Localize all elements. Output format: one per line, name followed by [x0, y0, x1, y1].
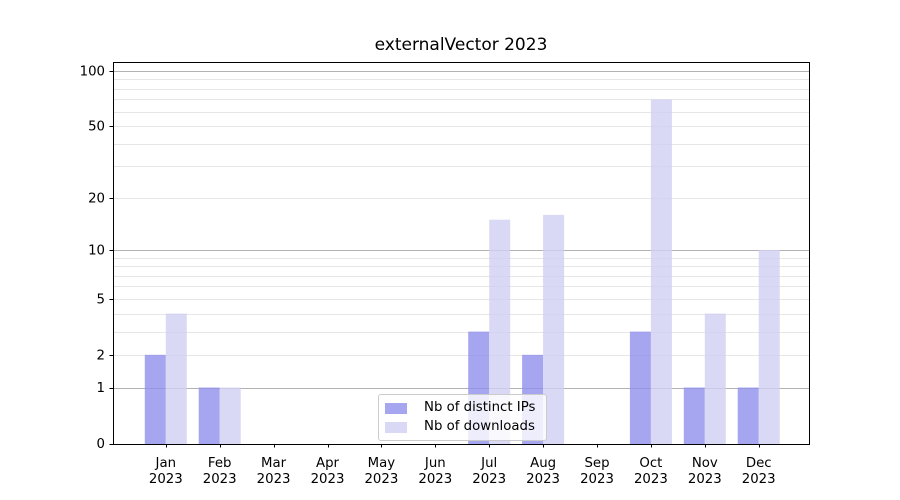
bar-downloads-oct [650, 99, 672, 444]
bar-distinct-ips-dec [737, 387, 759, 444]
chart-title: externalVector 2023 [374, 35, 548, 55]
legend-swatch-distinct-ips [385, 402, 407, 414]
bar-downloads-nov [704, 313, 726, 444]
bar-distinct-ips-oct [629, 331, 651, 444]
y-tick-label: 2 [97, 348, 105, 363]
y-tick-label: 10 [88, 243, 105, 258]
plot-frame [113, 62, 810, 445]
bar-downloads-dec [758, 249, 780, 444]
bars [144, 99, 780, 444]
x-tick-label: Jan 2023 [149, 456, 183, 487]
bar-downloads-jul [489, 219, 511, 444]
x-tick-label: Dec 2023 [742, 456, 776, 487]
gridlines-major [113, 71, 809, 389]
legend-label-distinct-ips: Nb of distinct IPs [424, 400, 536, 415]
legend-swatch-downloads [385, 421, 407, 433]
bar-distinct-ips-nov [683, 387, 705, 444]
bar-downloads-aug [543, 214, 565, 444]
bar-downloads-feb [219, 387, 241, 444]
legend-item-distinct-ips: Nb of distinct IPs [385, 400, 540, 416]
x-tick-label: Aug 2023 [526, 456, 560, 487]
x-tick-label: Jul 2023 [472, 456, 506, 487]
y-tick-label: 100 [80, 64, 105, 79]
tick-marks [109, 71, 760, 448]
bar-downloads-jan [165, 313, 187, 444]
y-tick-labels: 0 1 2 5 10 20 50 100 [80, 64, 105, 452]
x-tick-label: Sep 2023 [580, 456, 614, 487]
x-tick-label: Oct 2023 [634, 456, 668, 487]
bar-distinct-ips-feb [198, 387, 220, 444]
legend-item-downloads: Nb of downloads [385, 419, 540, 435]
legend-label-downloads: Nb of downloads [424, 419, 535, 434]
x-tick-label: Nov 2023 [688, 456, 722, 487]
y-tick-label: 20 [88, 191, 105, 206]
y-tick-label: 1 [97, 381, 105, 396]
axes [113, 62, 810, 445]
x-tick-labels: Jan 2023 Feb 2023 Mar 2023 Apr 2023 May 2023 Jun 20… [149, 456, 776, 487]
y-tick-label: 5 [97, 292, 105, 307]
x-tick-label: Jun 2023 [418, 456, 452, 487]
x-tick-label: May 2023 [364, 456, 398, 487]
y-tick-label: 50 [88, 120, 105, 135]
x-tick-label: Mar 2023 [257, 456, 291, 487]
x-tick-label: Apr 2023 [311, 456, 345, 487]
y-tick-label: 0 [97, 437, 105, 452]
x-tick-label: Feb 2023 [203, 456, 237, 487]
gridlines-minor [113, 79, 809, 356]
legend: Nb of distinct IPs Nb of downloads [378, 394, 547, 441]
bar-distinct-ips-jan [144, 354, 166, 444]
